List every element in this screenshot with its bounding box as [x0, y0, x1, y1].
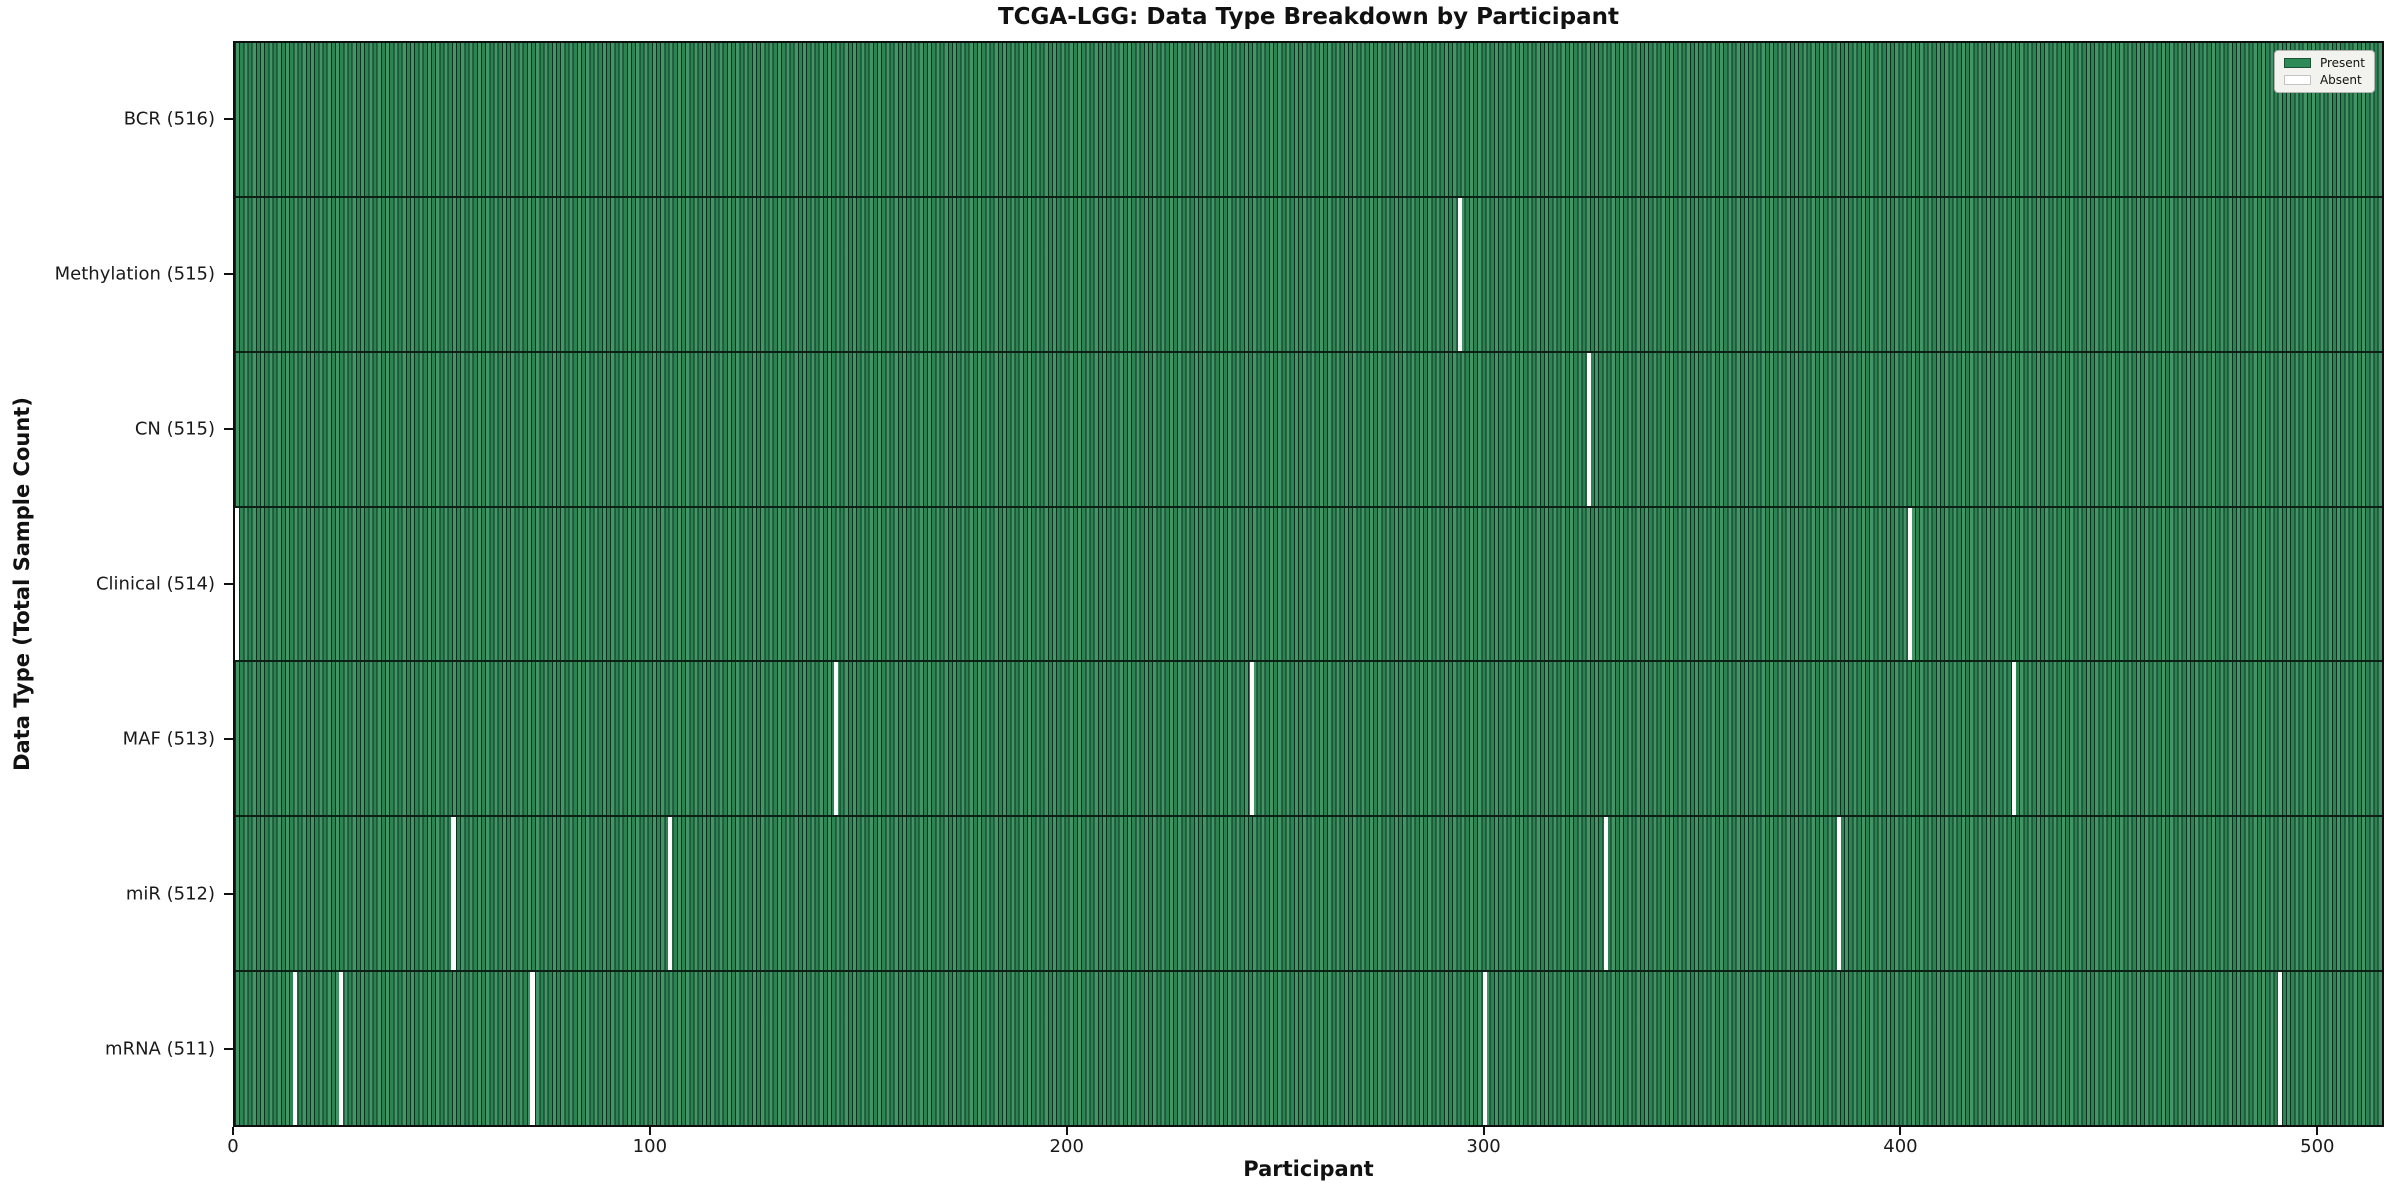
x-tick-label-0: 0 [227, 1136, 239, 1157]
legend: Present Absent [2273, 50, 2375, 93]
y-tick-mark [224, 117, 233, 120]
y-tick-label-bcr: BCR (516) [123, 108, 215, 130]
y-tick-mark [224, 738, 233, 741]
absent-cell [2277, 972, 2283, 1126]
x-tick-mark [1065, 1127, 1068, 1135]
x-tick-label-400: 400 [1883, 1136, 1918, 1157]
x-tick-label-100: 100 [632, 1136, 668, 1157]
y-tick-label-cn: CN (515) [134, 418, 215, 440]
heatmap-row-clinical [235, 507, 2382, 663]
y-axis-ticks: BCR (516) Methylation (515) CN (515) Clinic… [0, 41, 233, 1127]
absent-cell [667, 817, 672, 971]
heatmap-rows [235, 43, 2382, 1126]
x-tick-label-200: 200 [1049, 1136, 1084, 1157]
y-tick-mark [224, 583, 233, 585]
absent-cell [1587, 352, 1592, 506]
absent-cell [1603, 817, 1609, 971]
heatmap-row-mrna [235, 972, 2382, 1126]
heatmap-row-bcr [235, 43, 2382, 198]
absent-cell [293, 972, 298, 1126]
x-tick-mark [232, 1127, 234, 1135]
y-tick-mark [224, 427, 233, 430]
absent-cell [834, 662, 839, 816]
y-tick-label-mir: miR (512) [125, 883, 215, 905]
heatmap-row-mir [235, 817, 2382, 973]
heatmap-row-cn [235, 352, 2382, 508]
x-axis-label: Participant [1243, 1157, 1374, 1181]
absent-cell [530, 972, 535, 1126]
legend-label-present: Present [2319, 56, 2365, 70]
y-tick-mark [224, 893, 233, 896]
absent-cell [235, 507, 240, 661]
absent-cell [451, 817, 456, 971]
legend-item-absent: Absent [2283, 73, 2365, 87]
y-tick-label-methylation: Methylation (515) [54, 263, 215, 285]
legend-swatch-absent-icon [2283, 75, 2311, 85]
absent-cell [1483, 972, 1488, 1126]
x-tick-mark [2316, 1127, 2319, 1135]
y-tick-mark [224, 1048, 233, 1051]
absent-cell [1907, 507, 1912, 661]
x-axis-ticks: 0 100 200 300 400 500 [227, 1127, 2384, 1163]
absent-cell [2011, 662, 2016, 816]
y-tick-label-clinical: Clinical (514) [95, 573, 215, 595]
x-tick-label-300: 300 [1466, 1136, 1501, 1157]
heatmap-row-methylation [235, 197, 2382, 353]
absent-cell [339, 972, 344, 1126]
legend-label-absent: Absent [2319, 73, 2362, 87]
absent-cell [1458, 197, 1463, 351]
chart-title: TCGA-LGG: Data Type Breakdown by Partici… [997, 4, 1620, 30]
x-tick-mark [648, 1127, 651, 1135]
y-tick-label-mrna: mRNA (511) [105, 1038, 215, 1060]
x-tick-label-500: 500 [2300, 1136, 2335, 1157]
legend-item-present: Present [2283, 56, 2365, 70]
plot-area: Present Absent [233, 41, 2384, 1127]
y-tick-label-maf: MAF (513) [122, 728, 215, 750]
x-tick-mark [1899, 1127, 1902, 1135]
y-tick-mark [224, 272, 233, 275]
x-tick-mark [1482, 1127, 1485, 1135]
legend-swatch-present-icon [2283, 58, 2311, 68]
heatmap-row-maf [235, 662, 2382, 818]
absent-cell [1250, 662, 1255, 816]
absent-cell [1836, 817, 1842, 971]
